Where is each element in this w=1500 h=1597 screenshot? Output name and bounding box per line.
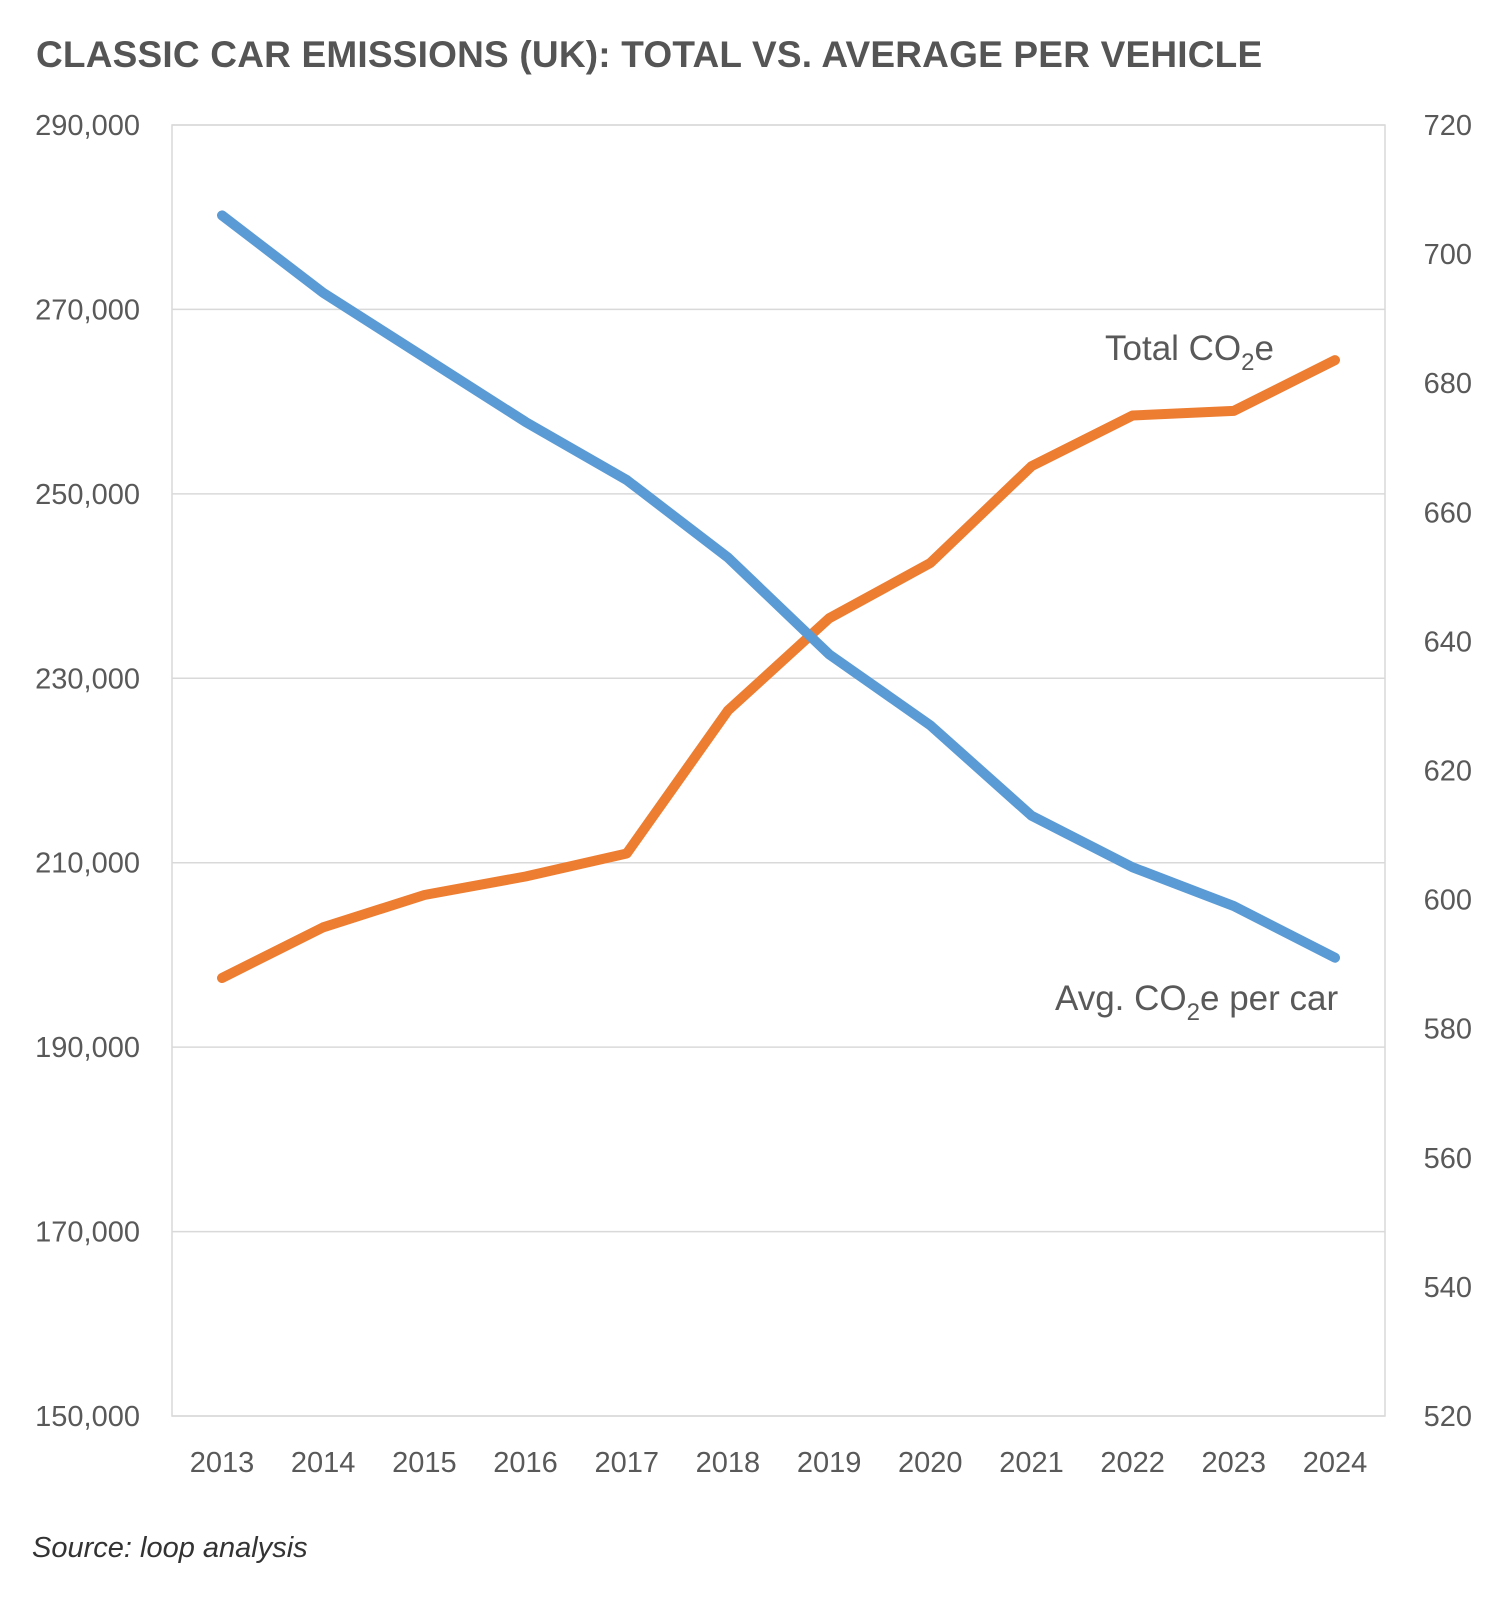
data-point-average	[825, 650, 834, 659]
gridlines	[172, 124, 1385, 1417]
data-point-total	[319, 923, 328, 932]
data-point-average	[622, 476, 631, 485]
right-axis-tick-label: 700	[1424, 239, 1472, 271]
x-axis-tick-label: 2018	[696, 1447, 761, 1479]
series-lines	[217, 210, 1340, 983]
data-point-total	[420, 890, 429, 899]
left-axis-tick-label: 250,000	[35, 479, 140, 511]
data-point-total	[1128, 411, 1137, 420]
right-axis-tick-label: 600	[1424, 885, 1472, 917]
left-axis-tick-label: 210,000	[35, 848, 140, 880]
x-axis-tick-label: 2015	[392, 1447, 457, 1479]
data-point-total	[825, 614, 834, 623]
x-axis-tick-label: 2020	[898, 1447, 963, 1479]
data-point-average	[1027, 811, 1036, 820]
data-point-average	[1229, 902, 1238, 911]
left-axis-tick-label: 190,000	[35, 1032, 140, 1064]
right-axis-tick-label: 520	[1424, 1401, 1472, 1433]
data-point-average	[1128, 863, 1137, 872]
data-point-total	[1229, 406, 1238, 415]
left-axis-tick-label: 270,000	[35, 294, 140, 326]
right-axis-tick-label: 620	[1424, 756, 1472, 788]
data-point-total	[218, 973, 226, 982]
x-axis-tick-label: 2019	[797, 1447, 862, 1479]
data-point-average	[319, 288, 328, 297]
right-axis-tick-label: 540	[1424, 1272, 1472, 1304]
right-axis-tick-label: 660	[1424, 497, 1472, 529]
data-point-average	[926, 721, 935, 730]
left-axis-tick-label: 150,000	[35, 1401, 140, 1433]
right-axis-tick-label: 560	[1424, 1143, 1472, 1175]
x-axis-tick-label: 2022	[1100, 1447, 1165, 1479]
left-axis-tick-label: 290,000	[35, 110, 140, 142]
series-line-total	[217, 355, 1340, 983]
data-point-total	[1027, 462, 1036, 471]
data-point-average	[723, 553, 732, 562]
left-axis-tick-label: 170,000	[35, 1217, 140, 1249]
data-point-total	[521, 872, 530, 881]
left-axis-tick-label: 230,000	[35, 663, 140, 695]
chart-title: CLASSIC CAR EMISSIONS (UK): TOTAL VS. AV…	[36, 34, 1263, 75]
data-point-average	[521, 417, 530, 426]
x-axis-tick-label: 2017	[594, 1447, 659, 1479]
series-line-average	[217, 210, 1340, 963]
data-point-total	[926, 559, 935, 568]
right-axis-ticks: 520 540 560 580 600 620 640 660 680 700 720	[1424, 110, 1472, 1433]
source-note: Source: loop analysis	[32, 1532, 308, 1564]
data-point-average	[218, 211, 226, 220]
right-axis-tick-label: 720	[1424, 110, 1472, 142]
x-axis-tick-label: 2016	[493, 1447, 558, 1479]
right-axis-tick-label: 640	[1424, 626, 1472, 658]
right-axis-tick-label: 680	[1424, 368, 1472, 400]
right-axis-tick-label: 580	[1424, 1014, 1472, 1046]
data-point-total	[1331, 356, 1339, 365]
data-point-total	[723, 706, 732, 715]
x-axis-tick-label: 2013	[190, 1447, 255, 1479]
x-axis-tick-label: 2023	[1202, 1447, 1267, 1479]
series-label-average: Avg. CO2e per car	[1055, 979, 1338, 1026]
x-axis-tick-label: 2014	[291, 1447, 356, 1479]
series-label-total: Total CO2e	[1105, 329, 1274, 376]
plot-area-border	[171, 124, 1386, 1417]
x-axis-tick-label: 2021	[999, 1447, 1064, 1479]
left-axis-ticks: 150,000 170,000 190,000 210,000 230,000 250,0…	[35, 110, 140, 1433]
data-point-average	[1331, 953, 1339, 962]
data-point-average	[420, 353, 429, 362]
data-point-total	[622, 849, 631, 858]
x-axis-tick-label: 2024	[1303, 1447, 1368, 1479]
x-axis-ticks: 2013 2014 2015 2016 2017 2018 2019 2020 2021 2022…	[190, 1447, 1368, 1479]
